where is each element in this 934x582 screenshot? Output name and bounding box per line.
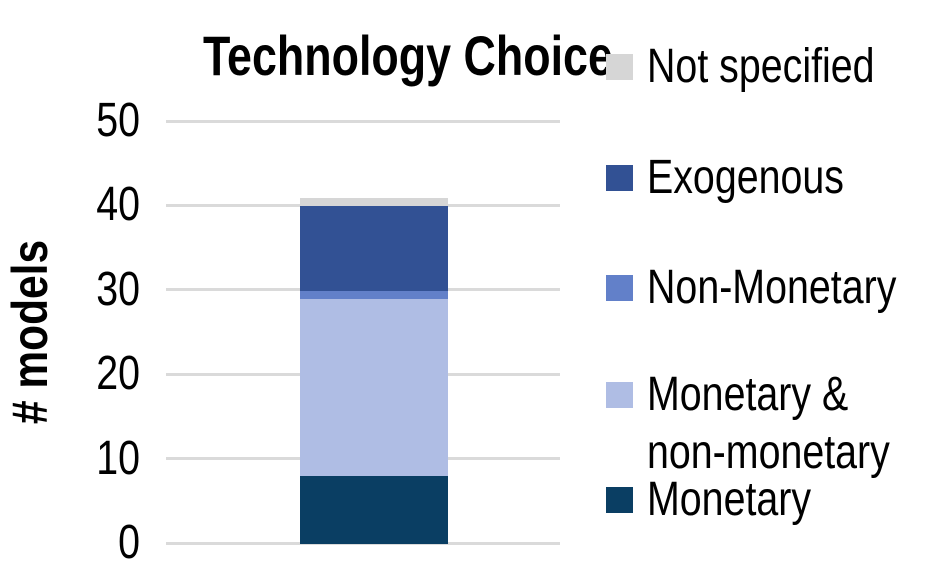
bar-segment-monetary [300, 476, 448, 544]
bar-segment-exogenous [300, 206, 448, 291]
legend-swatch-icon [606, 275, 633, 301]
stacked-bar [300, 197, 448, 544]
y-tick-label-40: 40 [96, 178, 140, 232]
legend-swatch-icon [606, 487, 633, 513]
y-tick-label-0: 0 [118, 516, 140, 569]
legend-label: Monetary & non-monetary [647, 368, 890, 479]
legend-item-non-monetary: Non-Monetary [606, 259, 934, 317]
gridline-y-50 [166, 119, 560, 123]
legend-swatch-icon [606, 382, 633, 408]
legend-label: Not specified [647, 40, 875, 93]
legend-item-monetary: Monetary [606, 471, 934, 529]
y-tick-label-10: 10 [96, 431, 140, 485]
legend-swatch-icon [606, 54, 633, 80]
legend-label: Exogenous [647, 151, 844, 204]
y-tick-label-50: 50 [96, 94, 140, 147]
bar-segment-non-monetary [300, 290, 448, 300]
legend-item-exogenous: Exogenous [606, 149, 934, 207]
bar-segment-not-specified [300, 197, 448, 207]
y-tick-label-20: 20 [96, 347, 140, 401]
y-tick-label-30: 30 [96, 262, 140, 316]
legend-label: Monetary [647, 473, 812, 526]
legend-item-monetary-non-monetary: Monetary & non-monetary [606, 366, 934, 482]
chart-title: Technology Choice [203, 24, 613, 87]
legend-label: Non-Monetary [647, 261, 897, 314]
legend-swatch-icon [606, 165, 633, 191]
legend-item-not-specified: Not specified [606, 38, 934, 96]
legend: Not specified Exogenous Non-Monetary Moneta… [606, 0, 934, 582]
bar-segment-monetary-non-monetary [300, 299, 448, 477]
